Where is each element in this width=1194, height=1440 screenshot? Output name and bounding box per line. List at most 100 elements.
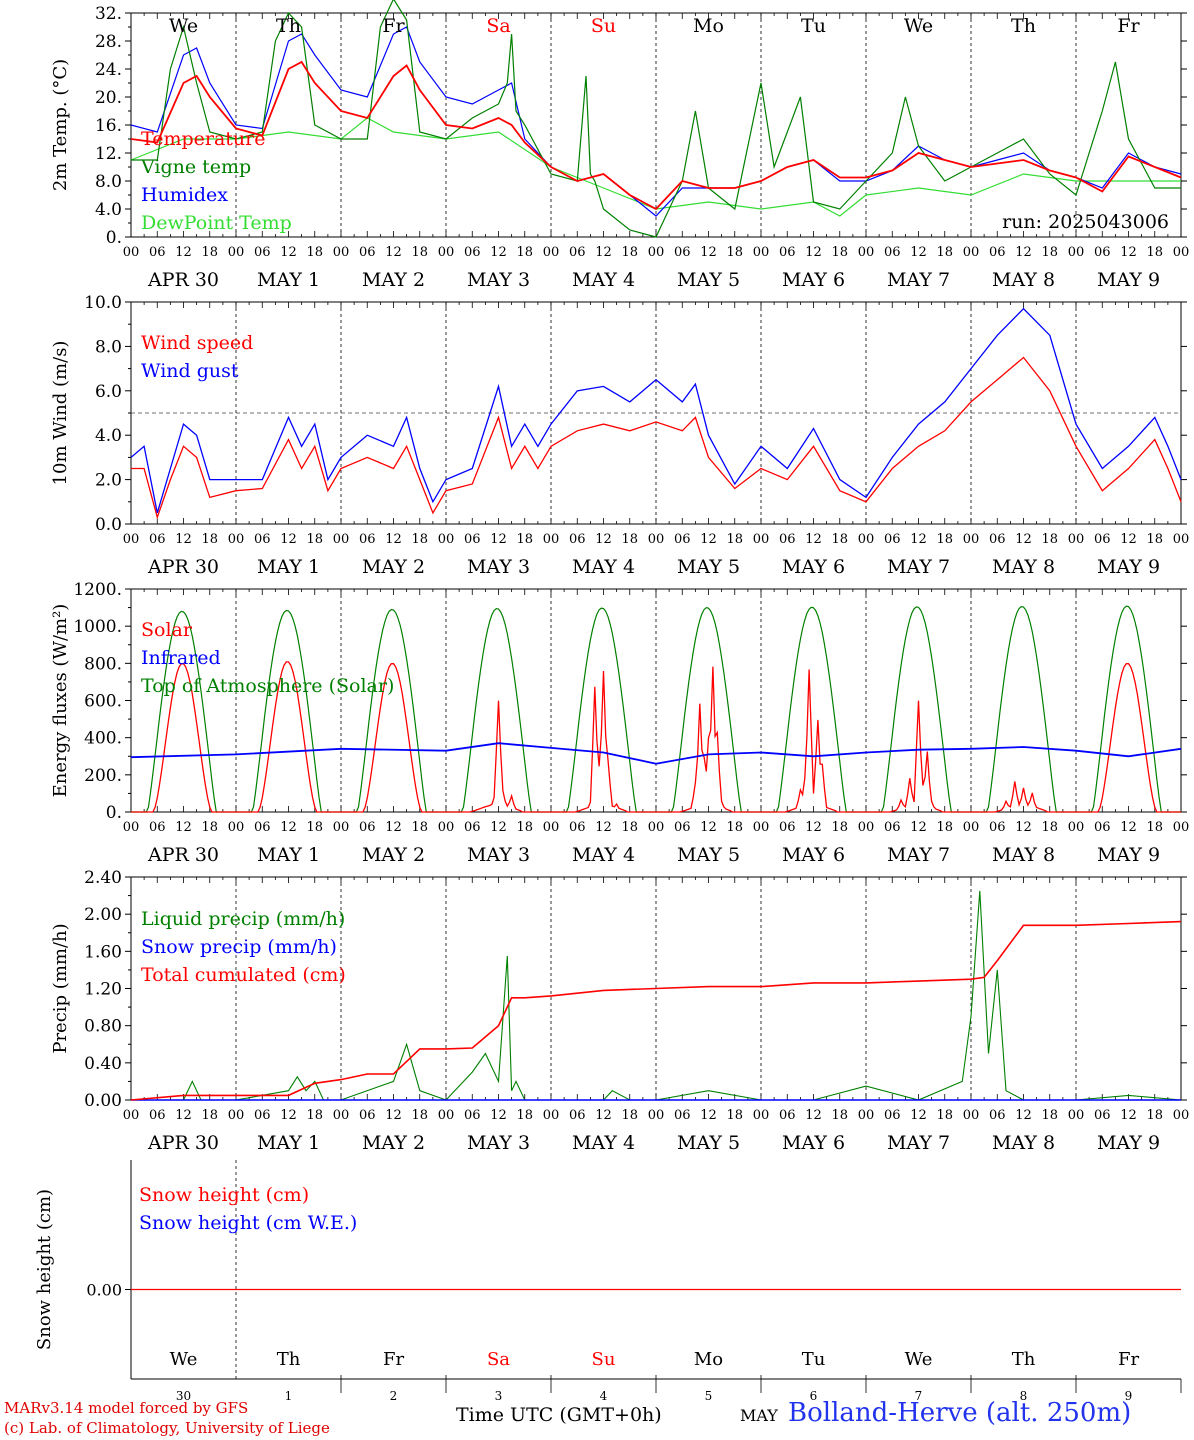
- precipitation-ylabel: Precip (mm/h): [50, 923, 71, 1053]
- temperature-hour-tick-label: 06: [569, 245, 586, 260]
- wind-hour-tick-label: 18: [1146, 532, 1163, 547]
- radiation-series-solar: [131, 661, 1181, 813]
- wind-date-label: MAY 1: [257, 556, 320, 578]
- wind-hour-tick-label: 06: [149, 532, 166, 547]
- radiation-hour-tick-label: 12: [805, 820, 822, 835]
- precipitation-hour-tick-label: 06: [359, 1108, 376, 1123]
- wind-hour-tick-label: 00: [963, 532, 980, 547]
- precipitation-hour-tick-label: 18: [1041, 1108, 1058, 1123]
- precipitation-date-label: MAY 1: [257, 1132, 320, 1154]
- day-name-label: We: [904, 15, 933, 37]
- wind-hour-tick-label: 18: [516, 532, 533, 547]
- radiation-hour-tick-label: 00: [438, 820, 455, 835]
- radiation-hour-tick-label: 00: [753, 820, 770, 835]
- precipitation-date-label: MAY 2: [362, 1132, 425, 1154]
- snow-day-number-label: 30: [176, 1389, 191, 1403]
- radiation-date-label: MAY 1: [257, 844, 320, 866]
- radiation-hour-tick-label: 00: [228, 820, 245, 835]
- temperature-date-label: MAY 6: [782, 269, 845, 291]
- temperature-hour-tick-label: 06: [464, 245, 481, 260]
- temperature-hour-tick-label: 00: [123, 245, 140, 260]
- radiation-hour-tick-label: 06: [779, 820, 796, 835]
- temperature-hour-tick-label: 12: [280, 245, 297, 260]
- radiation-hour-tick-label: 18: [516, 820, 533, 835]
- wind-ytick-label: 4.0: [95, 426, 122, 446]
- temperature-hour-tick-label: 18: [1146, 245, 1163, 260]
- temperature-hour-tick-label: 18: [306, 245, 323, 260]
- legend-entry: Snow height (cm W.E.): [139, 1212, 357, 1234]
- temperature-hour-tick-label: 00: [1068, 245, 1085, 260]
- wind-hour-tick-label: 12: [910, 532, 927, 547]
- wind-hour-tick-label: 18: [201, 532, 218, 547]
- snow-day-number-label: 4: [600, 1389, 608, 1403]
- wind-hour-tick-label: 12: [280, 532, 297, 547]
- precipitation-hour-tick-label: 12: [490, 1108, 507, 1123]
- wind-ytick-label: 0.0: [95, 515, 122, 535]
- radiation-ytick-label: 600.: [84, 692, 122, 712]
- precipitation-hour-tick-label: 06: [884, 1108, 901, 1123]
- precipitation-hour-tick-label: 18: [621, 1108, 638, 1123]
- temperature-hour-tick-label: 18: [411, 245, 428, 260]
- wind-hour-tick-label: 00: [543, 532, 560, 547]
- precipitation-ytick-label: 2.00: [84, 905, 122, 925]
- temperature-hour-tick-label: 06: [884, 245, 901, 260]
- wind-date-label: MAY 9: [1097, 556, 1160, 578]
- precipitation-hour-tick-label: 06: [1094, 1108, 1111, 1123]
- snow-day-number-label: 5: [705, 1389, 713, 1403]
- radiation-hour-tick-label: 06: [149, 820, 166, 835]
- wind-hour-tick-label: 00: [333, 532, 350, 547]
- temperature-ytick-label: 28.: [95, 32, 122, 52]
- precipitation-ytick-label: 1.20: [84, 980, 122, 1000]
- radiation-hour-tick-label: 12: [490, 820, 507, 835]
- wind-ytick-label: 8.0: [95, 337, 122, 357]
- legend-entry: DewPoint Temp: [141, 212, 292, 234]
- temperature-hour-tick-label: 12: [385, 245, 402, 260]
- legend-entry: Total cumulated (cm): [141, 964, 346, 986]
- radiation-ytick-label: 400.: [84, 729, 122, 749]
- wind-hour-tick-label: 18: [621, 532, 638, 547]
- radiation-hour-tick-label: 06: [464, 820, 481, 835]
- precipitation-hour-tick-label: 12: [700, 1108, 717, 1123]
- day-name-label: We: [169, 15, 198, 37]
- day-name-label: Fr: [382, 15, 405, 37]
- temperature-hour-tick-label: 06: [1094, 245, 1111, 260]
- radiation-hour-tick-label: 00: [333, 820, 350, 835]
- day-name-label: Sa: [486, 15, 510, 37]
- precipitation-hour-tick-label: 18: [306, 1108, 323, 1123]
- wind-date-label: APR 30: [147, 556, 219, 578]
- radiation-date-label: MAY 7: [887, 844, 950, 866]
- temperature-date-label: MAY 8: [992, 269, 1055, 291]
- radiation-ytick-label: 1200.: [73, 580, 122, 600]
- wind-hour-tick-label: 00: [753, 532, 770, 547]
- snow-day-number-label: 2: [390, 1389, 398, 1403]
- temperature-ytick-label: 8.0: [95, 172, 122, 192]
- radiation-hour-tick-label: 18: [621, 820, 638, 835]
- radiation-hour-tick-label: 18: [936, 820, 953, 835]
- legend-entry: Wind gust: [141, 360, 239, 382]
- radiation-hour-tick-label: 18: [831, 820, 848, 835]
- wind-date-label: MAY 7: [887, 556, 950, 578]
- wind-hour-tick-label: 06: [779, 532, 796, 547]
- precipitation-date-label: MAY 7: [887, 1132, 950, 1154]
- temperature-hour-tick-label: 06: [674, 245, 691, 260]
- precipitation-hour-tick-label: 12: [595, 1108, 612, 1123]
- precipitation-hour-tick-label: 18: [201, 1108, 218, 1123]
- wind-hour-tick-label: 00: [123, 532, 140, 547]
- precipitation-hour-tick-label: 00: [228, 1108, 245, 1123]
- snow-day-number-label: 1: [285, 1389, 293, 1403]
- wind-hour-tick-label: 12: [1120, 532, 1137, 547]
- radiation-date-label: MAY 3: [467, 844, 530, 866]
- wind-hour-tick-label: 00: [1068, 532, 1085, 547]
- legend-entry: Top of Atmosphere (Solar): [141, 675, 394, 697]
- precipitation-hour-tick-label: 18: [831, 1108, 848, 1123]
- day-name-label: Th: [1011, 15, 1036, 37]
- wind-ytick-label: 2.0: [95, 471, 122, 491]
- radiation-ytick-label: 200.: [84, 766, 122, 786]
- radiation-date-label: MAY 5: [677, 844, 740, 866]
- wind-hour-tick-label: 06: [1094, 532, 1111, 547]
- precipitation-date-label: APR 30: [147, 1132, 219, 1154]
- radiation-hour-tick-label: 12: [700, 820, 717, 835]
- temperature-hour-tick-label: 00: [753, 245, 770, 260]
- precipitation-series-liquid-precip-mm-h: [131, 890, 1182, 1101]
- wind-hour-tick-label: 12: [490, 532, 507, 547]
